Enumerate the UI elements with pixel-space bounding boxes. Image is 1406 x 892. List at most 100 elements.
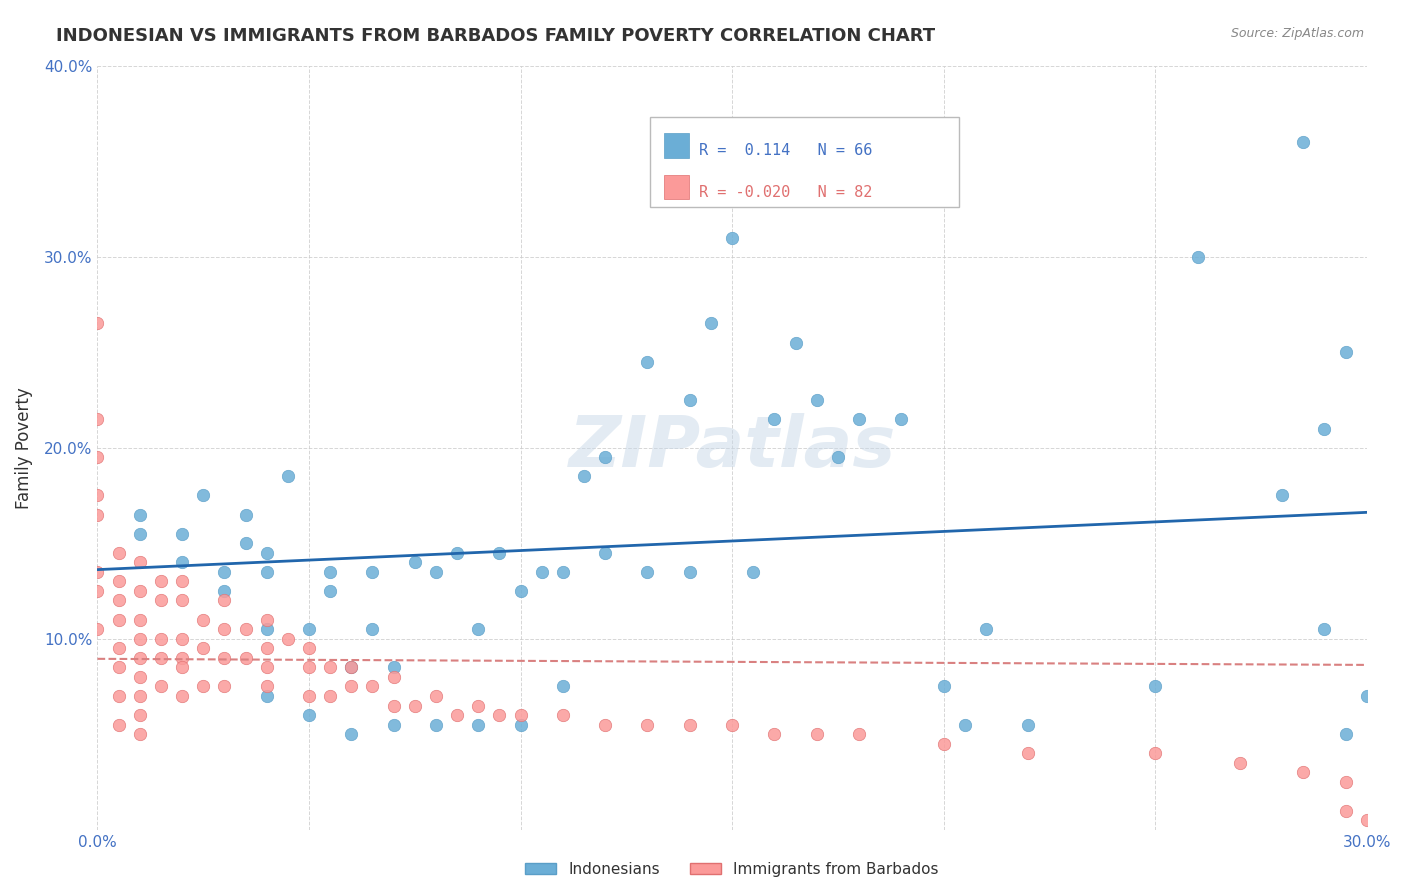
Point — [1292, 135, 1315, 149]
Point — [742, 565, 765, 579]
Y-axis label: Family Poverty: Family Poverty — [15, 387, 32, 508]
Point — [382, 717, 405, 731]
Point — [593, 717, 616, 731]
Point — [86, 565, 108, 579]
Point — [1313, 622, 1336, 636]
Point — [361, 565, 384, 579]
Point — [340, 660, 363, 674]
Point — [149, 650, 172, 665]
Point — [467, 717, 489, 731]
Point — [235, 650, 257, 665]
Point — [256, 680, 278, 694]
Point — [128, 689, 150, 703]
Point — [974, 622, 997, 636]
Point — [128, 555, 150, 569]
Point — [890, 412, 912, 426]
Point — [172, 574, 194, 589]
Point — [551, 565, 574, 579]
Point — [256, 546, 278, 560]
Point — [319, 583, 342, 598]
Point — [340, 727, 363, 741]
Point — [256, 613, 278, 627]
Point — [128, 650, 150, 665]
Point — [827, 450, 849, 465]
Point — [932, 737, 955, 751]
Point — [86, 508, 108, 522]
Point — [86, 583, 108, 598]
Point — [572, 469, 595, 483]
Point — [256, 641, 278, 656]
Point — [848, 412, 870, 426]
Point — [319, 660, 342, 674]
Point — [235, 622, 257, 636]
Point — [214, 622, 236, 636]
Point — [107, 717, 129, 731]
Point — [86, 622, 108, 636]
Point — [361, 622, 384, 636]
Point — [953, 717, 976, 731]
Point — [298, 622, 321, 636]
Point — [149, 593, 172, 607]
Point — [425, 717, 447, 731]
Point — [530, 565, 553, 579]
Point — [404, 555, 426, 569]
Point — [128, 727, 150, 741]
Point — [107, 641, 129, 656]
Point — [256, 689, 278, 703]
Point — [785, 335, 807, 350]
Point — [551, 708, 574, 723]
Point — [721, 230, 744, 244]
Point — [172, 660, 194, 674]
Point — [172, 555, 194, 569]
Point — [1017, 746, 1039, 760]
Text: Source: ZipAtlas.com: Source: ZipAtlas.com — [1230, 27, 1364, 40]
Point — [277, 469, 299, 483]
Point — [214, 650, 236, 665]
Point — [172, 526, 194, 541]
Point — [256, 565, 278, 579]
Point — [721, 717, 744, 731]
Point — [593, 450, 616, 465]
Point — [1229, 756, 1251, 770]
Point — [361, 680, 384, 694]
Text: R = -0.020   N = 82: R = -0.020 N = 82 — [699, 185, 872, 200]
Point — [467, 698, 489, 713]
Point — [193, 680, 215, 694]
Point — [637, 717, 659, 731]
Point — [446, 546, 468, 560]
Point — [107, 613, 129, 627]
Point — [86, 412, 108, 426]
Point — [1313, 421, 1336, 435]
Point — [86, 488, 108, 502]
Point — [404, 698, 426, 713]
Point — [149, 632, 172, 646]
Point — [193, 641, 215, 656]
Point — [467, 622, 489, 636]
Point — [193, 488, 215, 502]
Point — [298, 708, 321, 723]
Point — [848, 727, 870, 741]
Point — [1017, 717, 1039, 731]
Point — [256, 660, 278, 674]
Point — [298, 660, 321, 674]
Point — [340, 660, 363, 674]
Point — [637, 565, 659, 579]
Point — [509, 717, 531, 731]
Point — [425, 565, 447, 579]
Point — [172, 650, 194, 665]
Point — [214, 593, 236, 607]
Point — [149, 574, 172, 589]
Point — [679, 565, 702, 579]
Point — [932, 680, 955, 694]
Point — [256, 622, 278, 636]
Point — [1334, 775, 1357, 789]
Point — [298, 689, 321, 703]
Point — [1355, 689, 1378, 703]
Point — [551, 680, 574, 694]
Point — [128, 670, 150, 684]
Point — [128, 613, 150, 627]
Point — [107, 574, 129, 589]
Point — [193, 613, 215, 627]
Point — [86, 450, 108, 465]
Point — [1187, 250, 1209, 264]
